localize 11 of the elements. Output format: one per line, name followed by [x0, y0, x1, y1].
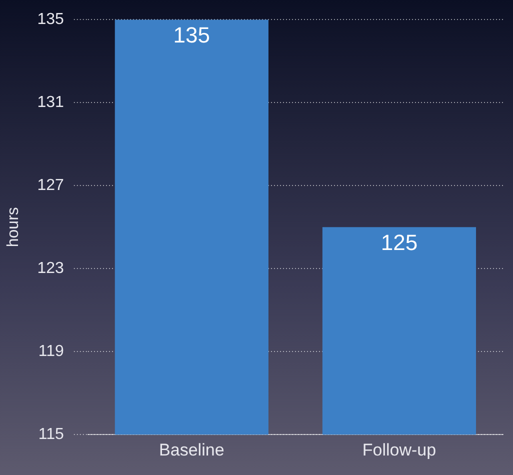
- y-tick-label: 123: [37, 260, 64, 278]
- y-tick-label: 131: [37, 94, 64, 112]
- y-tick-label: 135: [37, 11, 64, 28]
- data-label: 135: [173, 22, 210, 48]
- x-tick-label: Follow-up: [362, 440, 436, 460]
- y-tick-label: 119: [38, 343, 64, 360]
- y-tick-label: 115: [38, 426, 64, 444]
- data-label: 125: [380, 230, 418, 256]
- x-tick-label: Baseline: [159, 440, 224, 460]
- y-axis-title: hours: [5, 207, 22, 248]
- y-tick-label: 127: [37, 177, 64, 194]
